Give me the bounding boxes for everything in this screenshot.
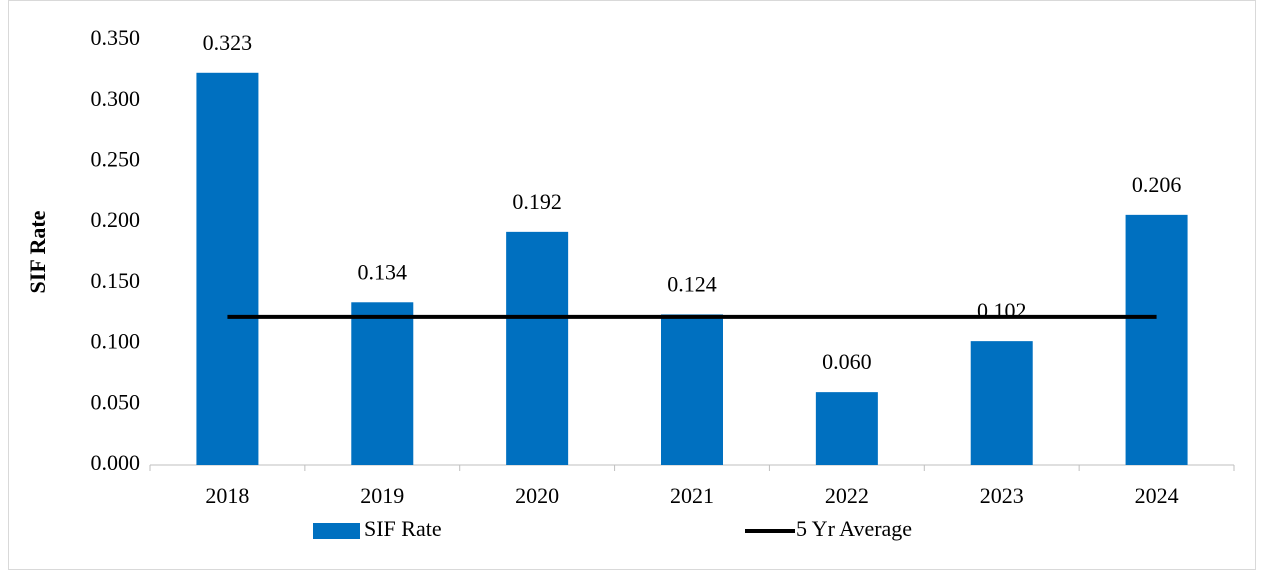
y-tick-label: 0.150	[91, 268, 141, 293]
x-tick-label: 2020	[515, 483, 559, 508]
legend-label: 5 Yr Average	[796, 516, 912, 541]
x-tick-label: 2021	[670, 483, 714, 508]
x-tick-label: 2023	[980, 483, 1024, 508]
bar	[1125, 214, 1188, 465]
data-label: 0.102	[977, 298, 1027, 323]
x-tick-label: 2022	[825, 483, 869, 508]
x-tick-label: 2024	[1135, 483, 1179, 508]
chart-frame	[8, 0, 1256, 570]
legend-swatch	[313, 523, 360, 539]
bar	[506, 231, 569, 465]
bar	[970, 341, 1033, 465]
y-tick-label: 0.300	[91, 86, 141, 111]
y-tick-label: 0.000	[91, 450, 141, 475]
bar	[815, 392, 878, 465]
data-label: 0.124	[667, 271, 717, 296]
y-tick-label: 0.250	[91, 146, 141, 171]
bar	[661, 314, 723, 465]
bar	[351, 302, 414, 465]
legend-label: SIF Rate	[364, 516, 442, 541]
x-tick-label: 2019	[360, 483, 404, 508]
y-tick-label: 0.200	[91, 207, 141, 232]
data-label: 0.060	[822, 349, 872, 374]
data-label: 0.192	[512, 189, 562, 214]
y-tick-label: 0.100	[91, 329, 141, 354]
x-tick-label: 2018	[205, 483, 249, 508]
bar	[196, 72, 259, 466]
data-label: 0.206	[1132, 172, 1182, 197]
data-label: 0.134	[358, 259, 408, 284]
y-axis-label: SIF Rate	[25, 210, 50, 293]
y-tick-label: 0.350	[91, 25, 141, 50]
data-label: 0.323	[203, 30, 253, 55]
y-tick-label: 0.050	[91, 389, 141, 414]
